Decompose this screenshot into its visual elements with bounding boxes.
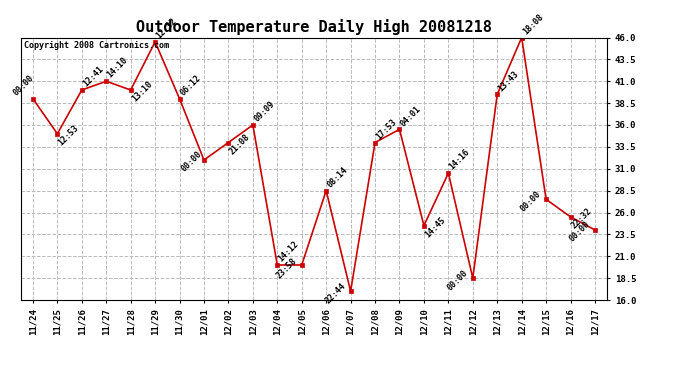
Text: 00:00: 00:00 (179, 150, 204, 174)
Text: 12:41: 12:41 (81, 64, 105, 88)
Text: 12:53: 12:53 (57, 124, 81, 148)
Text: 00:00: 00:00 (11, 74, 35, 98)
Text: 09:09: 09:09 (252, 100, 276, 124)
Text: 12:32: 12:32 (155, 16, 178, 40)
Text: 00:00: 00:00 (446, 268, 470, 292)
Text: 14:12: 14:12 (277, 240, 301, 264)
Text: 14:16: 14:16 (448, 148, 471, 172)
Text: 14:10: 14:10 (106, 56, 130, 80)
Text: 17:53: 17:53 (374, 117, 398, 141)
Text: 00:00: 00:00 (568, 220, 592, 244)
Text: Copyright 2008 Cartronics.com: Copyright 2008 Cartronics.com (23, 42, 168, 51)
Text: 00:00: 00:00 (519, 189, 543, 213)
Text: 21:08: 21:08 (228, 132, 252, 156)
Title: Outdoor Temperature Daily High 20081218: Outdoor Temperature Daily High 20081218 (136, 19, 492, 35)
Text: 22:32: 22:32 (570, 207, 594, 231)
Text: 18:08: 18:08 (521, 12, 545, 36)
Text: 08:14: 08:14 (326, 165, 349, 189)
Text: 23:58: 23:58 (275, 256, 299, 280)
Text: 22:44: 22:44 (324, 281, 348, 305)
Text: 13:43: 13:43 (496, 69, 520, 93)
Text: 04:01: 04:01 (399, 104, 423, 128)
Text: 13:10: 13:10 (130, 80, 154, 104)
Text: 06:12: 06:12 (179, 74, 203, 98)
Text: 14:45: 14:45 (423, 216, 447, 240)
